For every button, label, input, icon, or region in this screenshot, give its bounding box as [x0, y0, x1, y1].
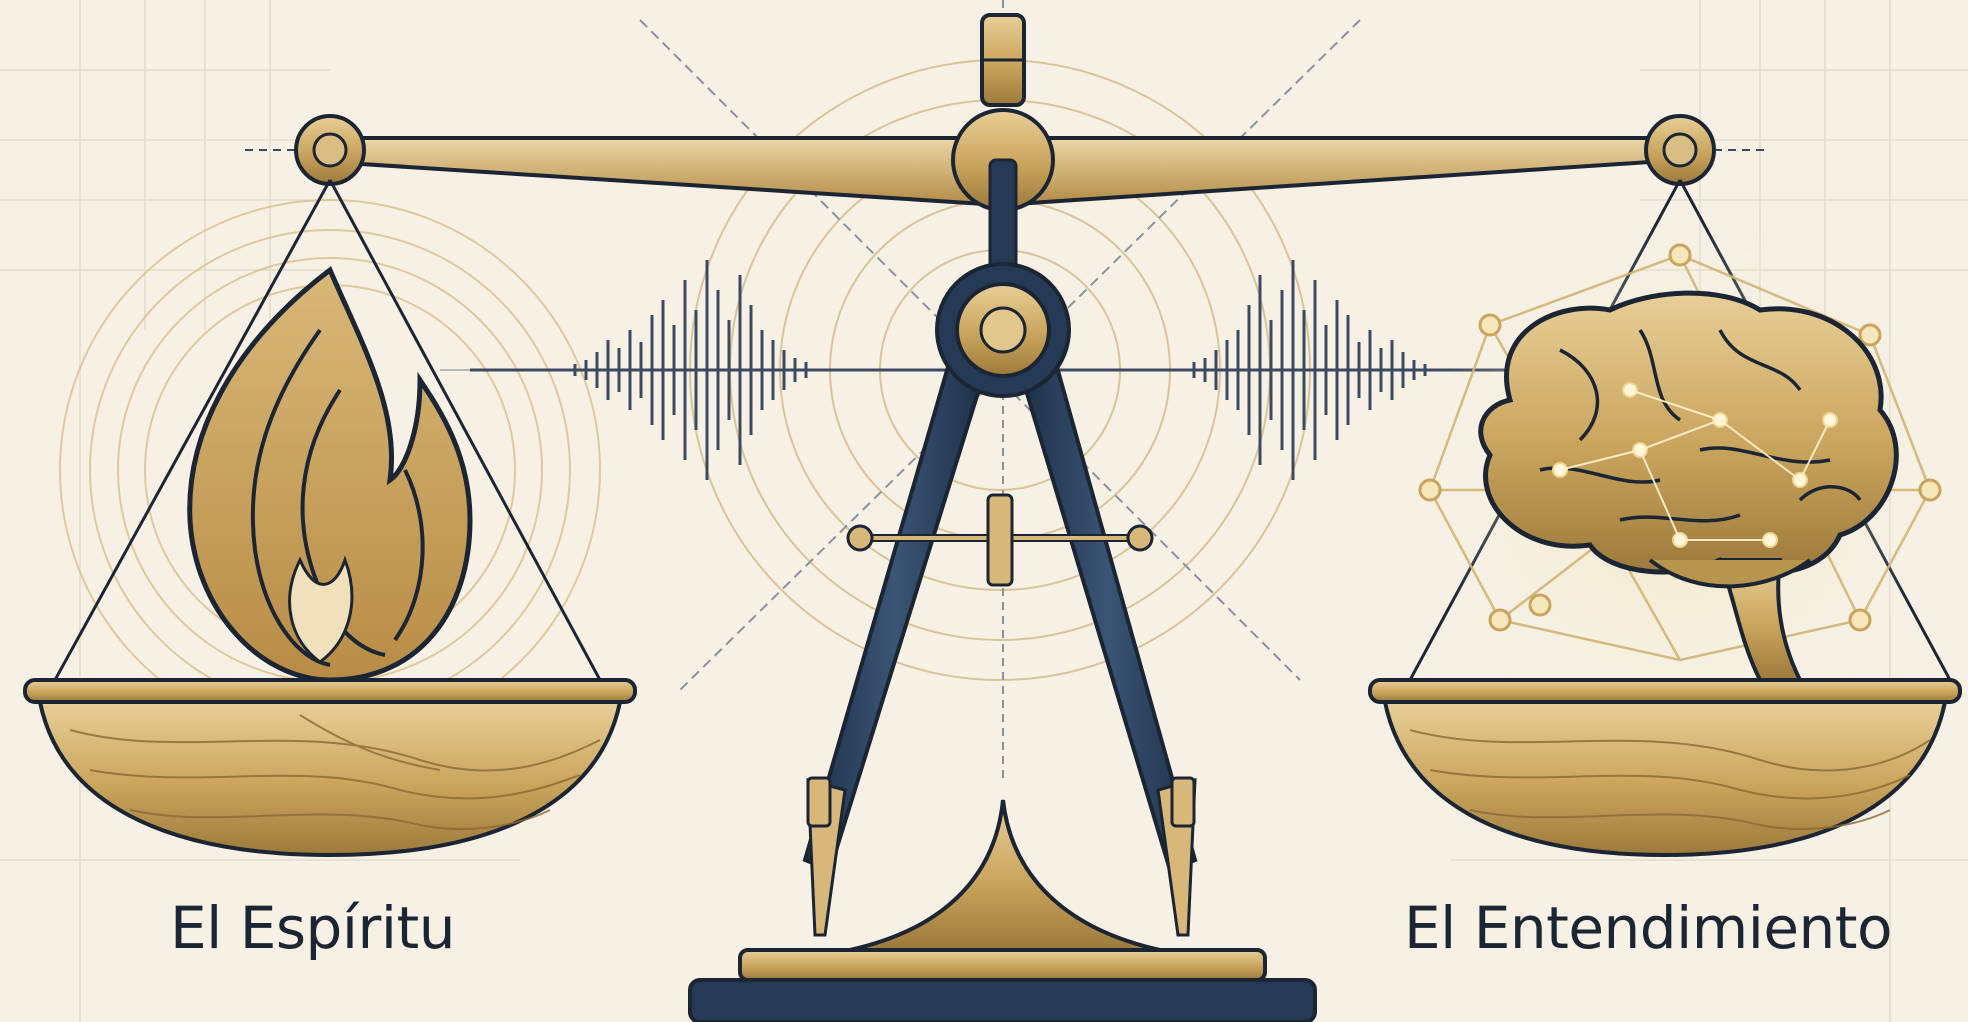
right-pan: [1368, 678, 1962, 858]
flame-icon: [187, 266, 473, 683]
left-pan: [23, 678, 637, 858]
scale-base: [688, 799, 1317, 1022]
label-understanding: El Entendimiento: [1404, 894, 1893, 962]
compass-icon: [802, 158, 1198, 937]
brain-network-icon: [1418, 220, 1942, 740]
label-spirit: El Espíritu: [170, 894, 455, 962]
